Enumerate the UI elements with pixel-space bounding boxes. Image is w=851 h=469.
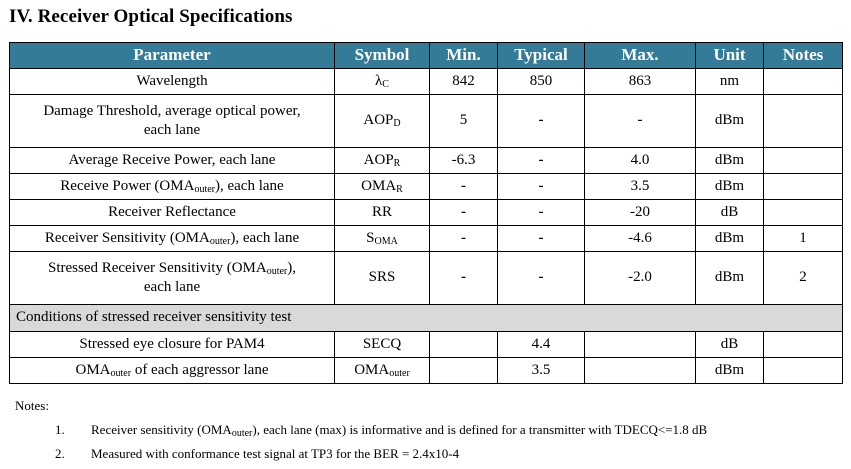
typical-cell: 3.5 [497,357,585,384]
receiver-spec-table: Parameter Symbol Min. Typical Max. Unit … [9,42,843,384]
min-cell: 842 [429,68,498,95]
unit-cell: dBm [695,357,764,384]
note-item: 2. Measured with conformance test signal … [55,446,460,461]
parameter-cell: OMAouter of each aggressor lane [9,357,335,384]
min-cell [429,331,498,358]
symbol-cell: RR [334,199,430,226]
min-cell: - [429,173,498,200]
header-unit: Unit [695,42,764,69]
table-header-row: Parameter Symbol Min. Typical Max. Unit … [9,42,843,69]
typical-cell: 850 [497,68,585,95]
min-cell [429,357,498,384]
symbol-cell: λC [334,68,430,95]
max-cell [584,357,696,384]
note-number: 1. [55,422,65,437]
unit-cell: dBm [695,147,764,174]
parameter-cell: Receiver Sensitivity (OMAouter), each la… [9,225,335,252]
symbol-cell: AOPR [334,147,430,174]
min-cell: - [429,225,498,252]
min-cell: -6.3 [429,147,498,174]
header-notes: Notes [763,42,843,69]
symbol-cell: SRS [334,251,430,305]
table-row: Stressed Receiver Sensitivity (OMAouter)… [9,251,843,305]
symbol-cell: OMAouter [334,357,430,384]
notes-cell [763,331,843,358]
unit-cell: dBm [695,94,764,148]
max-cell: -4.6 [584,225,696,252]
conditions-section-row: Conditions of stressed receiver sensitiv… [9,304,843,332]
table-row: Wavelength λC 842 850 863 nm [9,68,843,95]
max-cell: -20 [584,199,696,226]
notes-cell [763,147,843,174]
table-row: Receiver Sensitivity (OMAouter), each la… [9,225,843,252]
unit-cell: nm [695,68,764,95]
max-cell: -2.0 [584,251,696,305]
unit-cell: dB [695,199,764,226]
max-cell [584,331,696,358]
header-symbol: Symbol [334,42,430,69]
unit-cell: dBm [695,173,764,200]
typical-cell: - [497,251,585,305]
parameter-cell: Average Receive Power, each lane [9,147,335,174]
typical-cell: - [497,173,585,200]
notes-heading: Notes: [15,398,49,413]
parameter-cell: Stressed Receiver Sensitivity (OMAouter)… [9,251,335,305]
notes-cell [763,199,843,226]
parameter-cell: Damage Threshold, average optical power,… [9,94,335,148]
parameter-cell: Receive Power (OMAouter), each lane [9,173,335,200]
notes-cell: 1 [763,225,843,252]
parameter-cell: Wavelength [9,68,335,95]
min-cell: - [429,251,498,305]
symbol-cell: OMAR [334,173,430,200]
typical-cell: - [497,94,585,148]
typical-cell: 4.4 [497,331,585,358]
symbol-cell: SOMA [334,225,430,252]
note-item: 1. Receiver sensitivity (OMAouter), each … [55,422,708,439]
header-typical: Typical [497,42,585,69]
typical-cell: - [497,199,585,226]
header-parameter: Parameter [9,42,335,69]
symbol-cell: SECQ [334,331,430,358]
notes-cell [763,173,843,200]
conditions-title: Conditions of stressed receiver sensitiv… [9,304,843,332]
parameter-cell: Receiver Reflectance [9,199,335,226]
typical-cell: - [497,225,585,252]
table-row: Damage Threshold, average optical power,… [9,94,843,148]
table-row: Receive Power (OMAouter), each lane OMAR… [9,173,843,200]
max-cell: 3.5 [584,173,696,200]
unit-cell: dB [695,331,764,358]
notes-cell [763,94,843,148]
max-cell: - [584,94,696,148]
max-cell: 863 [584,68,696,95]
header-min: Min. [429,42,498,69]
notes-cell [763,357,843,384]
table-row: OMAouter of each aggressor lane OMAouter… [9,357,843,384]
notes-cell [763,68,843,95]
table-row: Stressed eye closure for PAM4 SECQ 4.4 d… [9,331,843,358]
note-number: 2. [55,446,65,461]
table-row: Receiver Reflectance RR - - -20 dB [9,199,843,226]
symbol-cell: AOPD [334,94,430,148]
table-row: Average Receive Power, each lane AOPR -6… [9,147,843,174]
section-title: IV. Receiver Optical Specifications [9,6,293,27]
parameter-cell: Stressed eye closure for PAM4 [9,331,335,358]
header-max: Max. [584,42,696,69]
notes-cell: 2 [763,251,843,305]
unit-cell: dBm [695,251,764,305]
max-cell: 4.0 [584,147,696,174]
unit-cell: dBm [695,225,764,252]
min-cell: 5 [429,94,498,148]
min-cell: - [429,199,498,226]
typical-cell: - [497,147,585,174]
